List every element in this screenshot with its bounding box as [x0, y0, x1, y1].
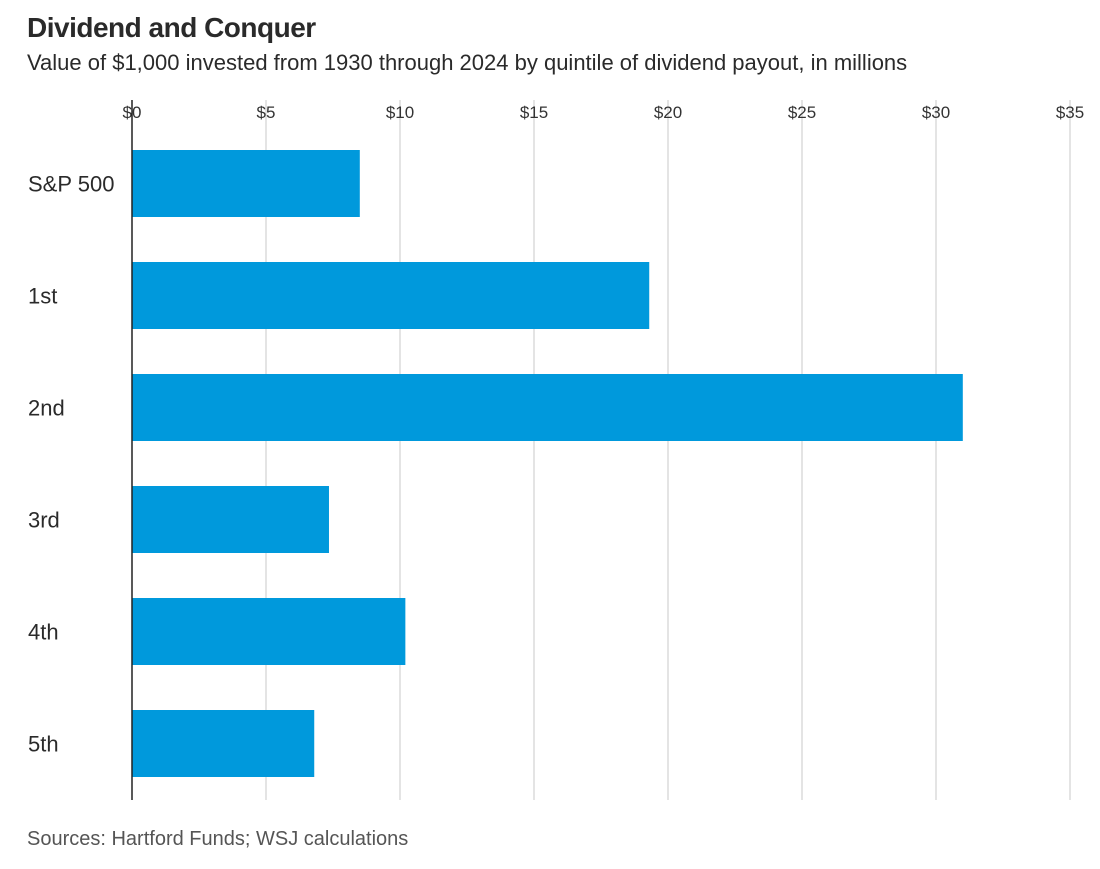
- source-note: Sources: Hartford Funds; WSJ calculation…: [27, 828, 409, 850]
- category-label: S&P 500: [28, 172, 114, 197]
- bar-2nd: [132, 374, 963, 441]
- x-tick-label: $15: [520, 103, 548, 122]
- bar-5th: [132, 710, 315, 777]
- chart-title: Dividend and Conquer: [27, 12, 316, 43]
- category-label: 3rd: [28, 508, 60, 533]
- category-label: 2nd: [28, 396, 65, 421]
- x-tick-label: $10: [386, 103, 414, 122]
- x-tick-label: $30: [922, 103, 950, 122]
- category-label: 4th: [28, 620, 59, 645]
- category-label: 5th: [28, 732, 59, 757]
- x-tick-label: $35: [1056, 103, 1084, 122]
- x-tick-label: $20: [654, 103, 682, 122]
- bar-4th: [132, 598, 406, 665]
- chart-subtitle: Value of $1,000 invested from 1930 throu…: [27, 50, 908, 75]
- bar-1st: [132, 262, 650, 329]
- x-tick-label: $25: [788, 103, 816, 122]
- bar-3rd: [132, 486, 329, 553]
- category-label: 1st: [28, 284, 57, 309]
- x-tick-label: $5: [257, 103, 276, 122]
- bar-s-p-500: [132, 150, 360, 217]
